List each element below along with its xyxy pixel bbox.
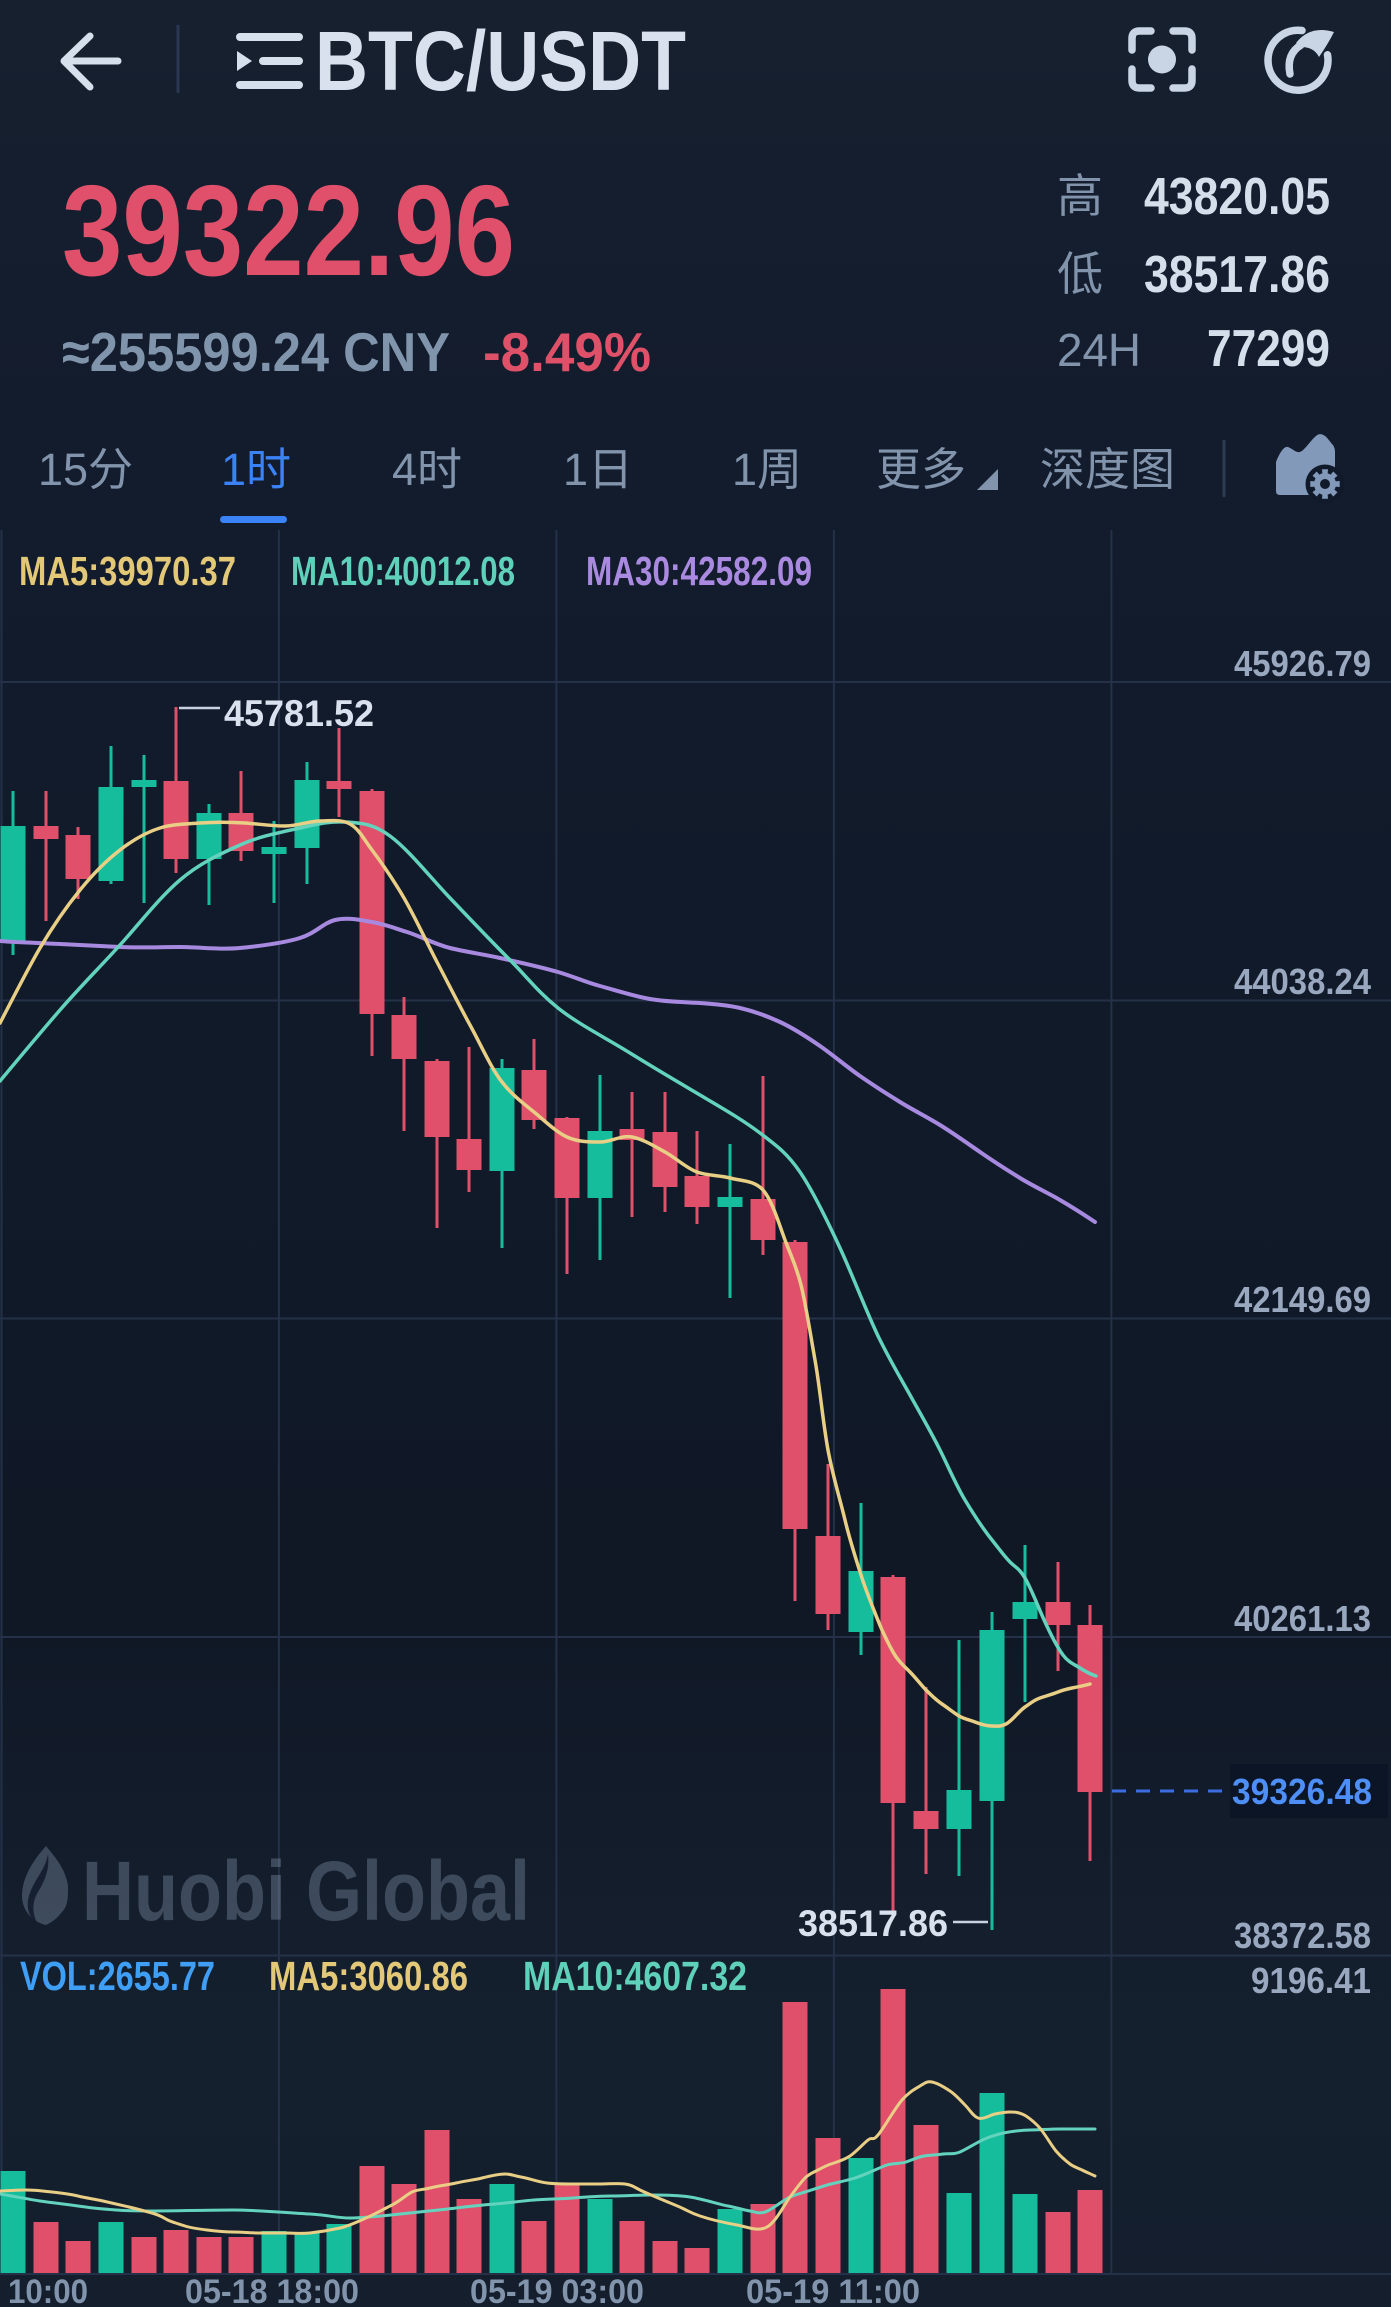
svg-text:15分: 15分 [38, 444, 133, 495]
svg-text:45781.52: 45781.52 [224, 693, 374, 734]
svg-text:高: 高 [1057, 170, 1103, 222]
svg-text:45926.79: 45926.79 [1234, 643, 1371, 684]
svg-text:39322.96: 39322.96 [62, 159, 515, 303]
svg-text:10:00: 10:00 [8, 2273, 88, 2307]
svg-text:BTC/USDT: BTC/USDT [315, 14, 686, 108]
svg-text:05-19 03:00: 05-19 03:00 [470, 2273, 644, 2307]
svg-text:1周: 1周 [732, 444, 802, 495]
svg-text:MA10:40012.08: MA10:40012.08 [291, 548, 515, 594]
svg-text:VOL:2655.77: VOL:2655.77 [20, 1953, 215, 1999]
svg-text:Huobi Global: Huobi Global [82, 1844, 530, 1938]
svg-text:05-18 18:00: 05-18 18:00 [185, 2273, 359, 2307]
svg-text:MA30:42582.09: MA30:42582.09 [586, 548, 812, 594]
svg-text:05-19 11:00: 05-19 11:00 [746, 2273, 920, 2307]
svg-text:39326.48: 39326.48 [1232, 1771, 1372, 1812]
svg-text:38517.86: 38517.86 [798, 1903, 948, 1944]
svg-text:38517.86: 38517.86 [1144, 246, 1330, 304]
svg-text:MA5:3060.86: MA5:3060.86 [269, 1953, 468, 1999]
svg-text:9196.41: 9196.41 [1251, 1960, 1371, 2001]
svg-text:40261.13: 40261.13 [1234, 1598, 1371, 1639]
svg-text:≈255599.24 CNY: ≈255599.24 CNY [62, 321, 450, 383]
svg-text:1日: 1日 [563, 444, 633, 495]
svg-text:MA10:4607.32: MA10:4607.32 [523, 1953, 747, 1999]
svg-text:43820.05: 43820.05 [1144, 168, 1330, 226]
svg-text:1时: 1时 [221, 444, 291, 495]
svg-text:-8.49%: -8.49% [483, 321, 651, 383]
svg-text:4时: 4时 [392, 444, 462, 495]
svg-text:低: 低 [1057, 248, 1103, 300]
svg-text:深度图: 深度图 [1040, 444, 1175, 495]
svg-text:24H: 24H [1057, 324, 1141, 376]
svg-text:MA5:39970.37: MA5:39970.37 [19, 548, 236, 594]
svg-text:更多: 更多 [876, 444, 966, 495]
svg-text:77299: 77299 [1207, 320, 1330, 378]
svg-text:44038.24: 44038.24 [1234, 961, 1371, 1002]
svg-text:42149.69: 42149.69 [1234, 1279, 1371, 1320]
svg-text:38372.58: 38372.58 [1234, 1915, 1371, 1956]
